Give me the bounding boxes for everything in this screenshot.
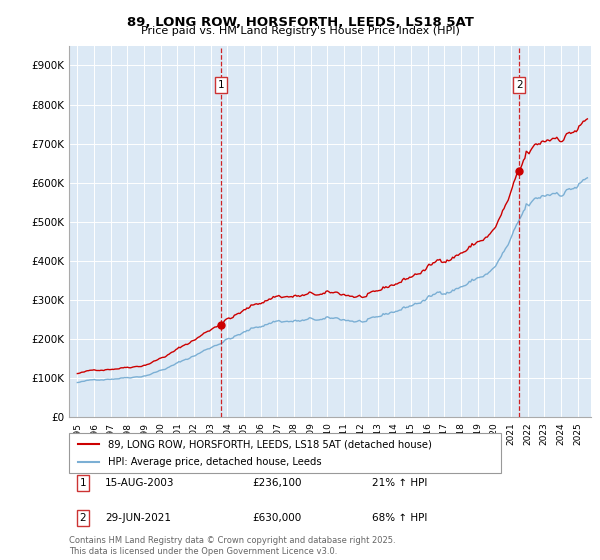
Text: Contains HM Land Registry data © Crown copyright and database right 2025.
This d: Contains HM Land Registry data © Crown c… (69, 536, 395, 556)
Text: £630,000: £630,000 (252, 513, 301, 523)
Text: 29-JUN-2021: 29-JUN-2021 (105, 513, 171, 523)
Text: 89, LONG ROW, HORSFORTH, LEEDS, LS18 5AT: 89, LONG ROW, HORSFORTH, LEEDS, LS18 5AT (127, 16, 473, 29)
Text: Price paid vs. HM Land Registry's House Price Index (HPI): Price paid vs. HM Land Registry's House … (140, 26, 460, 36)
Text: 2: 2 (79, 513, 86, 523)
Text: 1: 1 (79, 478, 86, 488)
Text: £236,100: £236,100 (252, 478, 302, 488)
Text: 89, LONG ROW, HORSFORTH, LEEDS, LS18 5AT (detached house): 89, LONG ROW, HORSFORTH, LEEDS, LS18 5AT… (108, 439, 432, 449)
Text: 1: 1 (218, 80, 224, 90)
Text: 21% ↑ HPI: 21% ↑ HPI (372, 478, 427, 488)
Text: HPI: Average price, detached house, Leeds: HPI: Average price, detached house, Leed… (108, 457, 322, 467)
FancyBboxPatch shape (69, 433, 501, 473)
Text: 2: 2 (516, 80, 523, 90)
Text: 68% ↑ HPI: 68% ↑ HPI (372, 513, 427, 523)
Text: 15-AUG-2003: 15-AUG-2003 (105, 478, 175, 488)
